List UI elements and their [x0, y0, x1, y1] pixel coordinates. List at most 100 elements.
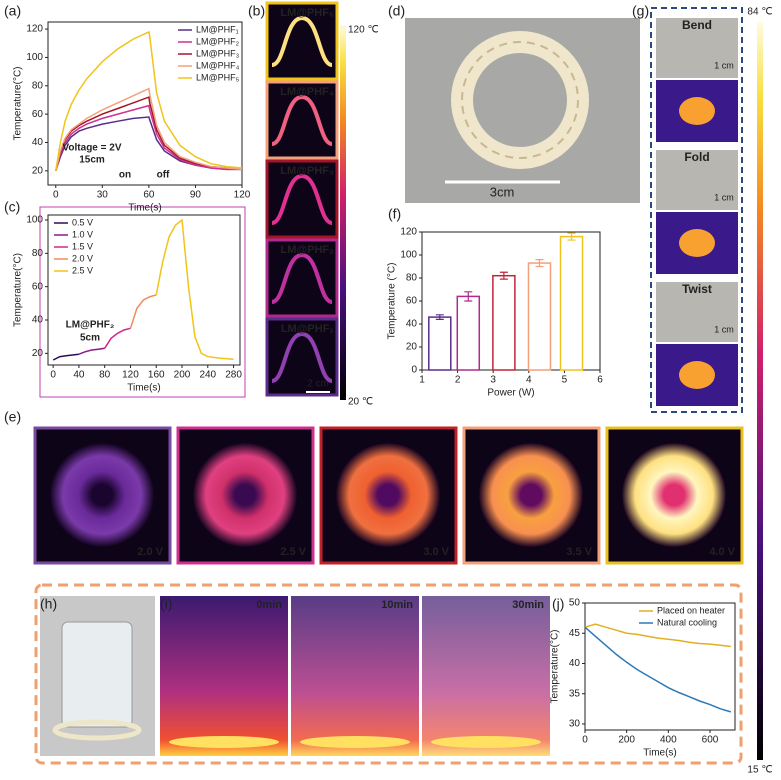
y-tick-label: 20 [406, 342, 418, 353]
panel-label: (d) [388, 3, 405, 19]
y-tick-label: 100 [26, 215, 43, 226]
y-tick-label: 40 [569, 658, 581, 669]
image-label: 0min [256, 599, 282, 611]
thermal-coil [431, 736, 541, 748]
y-tick-label: 20 [32, 348, 44, 359]
thermal-image [265, 238, 339, 318]
thermal-image [422, 596, 550, 756]
legend-label: LM@PHF₅ [196, 72, 240, 82]
legend-label: 2.5 V [72, 265, 93, 275]
image-label: 2.5 V [280, 546, 306, 558]
heater-trace [271, 331, 333, 383]
knot [461, 41, 579, 159]
image-label: LM@PHF₅ [280, 7, 334, 19]
y-tick-label: 40 [406, 319, 418, 330]
x-tick-label: 4 [526, 375, 532, 386]
x-tick-label: 240 [199, 370, 216, 381]
y-tick-label: 30 [569, 719, 581, 730]
heater-trace [271, 15, 333, 67]
y-tick-label: 45 [569, 628, 581, 639]
image-label: LM@PHF₄ [280, 86, 334, 98]
image-label: 10min [381, 599, 413, 611]
y-axis-label: Temperature(°C) [13, 66, 24, 140]
thermal-image [160, 596, 288, 756]
bar [428, 316, 452, 371]
legend-label: LM@PHF₃ [196, 48, 240, 58]
panel-label: (i) [160, 596, 172, 612]
series-line [104, 327, 131, 349]
panel-label: (e) [4, 409, 21, 425]
y-tick-label: 20 [32, 165, 44, 176]
error-bar [567, 232, 576, 241]
thermal-knot [50, 443, 154, 547]
x-tick-label: 3 [490, 375, 496, 386]
legend-label: 2.0 V [72, 253, 93, 263]
series-line [55, 96, 243, 171]
panel-frame [39, 206, 246, 398]
panel-frame [34, 583, 743, 765]
y-tick-label: 35 [569, 688, 581, 699]
y-tick-label: 40 [32, 315, 44, 326]
legend-label: LM@PHF₁ [196, 24, 239, 34]
image-label: LM@PHF₃ [280, 165, 334, 177]
x-tick-label: 80 [99, 370, 111, 381]
x-tick-label: 600 [702, 735, 719, 746]
series-line [155, 218, 234, 360]
plot-frame [584, 602, 736, 731]
photo [656, 150, 738, 210]
x-tick-label: 60 [143, 190, 155, 201]
y-tick-label: 60 [406, 296, 418, 307]
image-label: 30min [512, 599, 544, 611]
series-line [55, 87, 243, 171]
annotation: Voltage = 2V [62, 143, 121, 154]
legend-label: Placed on heater [657, 605, 725, 615]
panel-label: (j) [552, 596, 564, 612]
colorbar-label: 120 ℃ [348, 25, 379, 36]
bar [527, 262, 552, 371]
photo [656, 282, 738, 342]
series-line [129, 294, 157, 329]
thermal-image [265, 1, 339, 81]
colorbar-label: 20 ℃ [348, 397, 373, 408]
legend-label: 1.5 V [72, 241, 93, 251]
series-line [52, 353, 79, 361]
y-tick-label: 80 [32, 248, 44, 259]
panel-label: (g) [632, 3, 649, 19]
coil [52, 719, 142, 741]
heater-trace [271, 252, 333, 304]
colorbar-label: 15 ℃ [747, 765, 772, 776]
image-label: LM@PHF₁ [281, 323, 335, 335]
y-tick-label: 120 [26, 24, 43, 35]
panel-label: (b) [248, 3, 265, 19]
y-tick-label: 0 [411, 365, 417, 376]
image-label: Twist [682, 282, 712, 296]
legend-label: Natural cooling [657, 617, 717, 627]
photo [656, 18, 738, 78]
x-axis-label: Time(s) [643, 748, 677, 759]
y-tick-label: 80 [32, 80, 44, 91]
image-label: 3.0 V [423, 546, 449, 558]
image-label: LM@PHF₂ [281, 244, 335, 256]
thermal-knot [622, 443, 726, 547]
y-tick-label: 50 [569, 598, 581, 609]
x-tick-label: 280 [225, 370, 242, 381]
plot-frame [47, 21, 243, 186]
image-label: Bend [682, 18, 712, 32]
colorbar-label: 84 ℃ [747, 7, 772, 18]
colorbar [757, 22, 763, 760]
thermal-hotspot [679, 361, 715, 389]
x-tick-label: 40 [73, 370, 85, 381]
x-tick-label: 120 [234, 190, 251, 201]
beaker [61, 621, 133, 728]
heater-trace [271, 94, 333, 146]
plot-frame [47, 214, 241, 366]
colorbar [340, 25, 346, 400]
x-axis-label: Time(s) [127, 383, 161, 394]
annotation: off [157, 170, 170, 181]
bar [559, 235, 584, 371]
y-axis-label: Temperature (°C) [387, 263, 398, 340]
series-line [78, 347, 105, 355]
thermal-image [291, 596, 419, 756]
x-tick-label: 200 [618, 735, 635, 746]
